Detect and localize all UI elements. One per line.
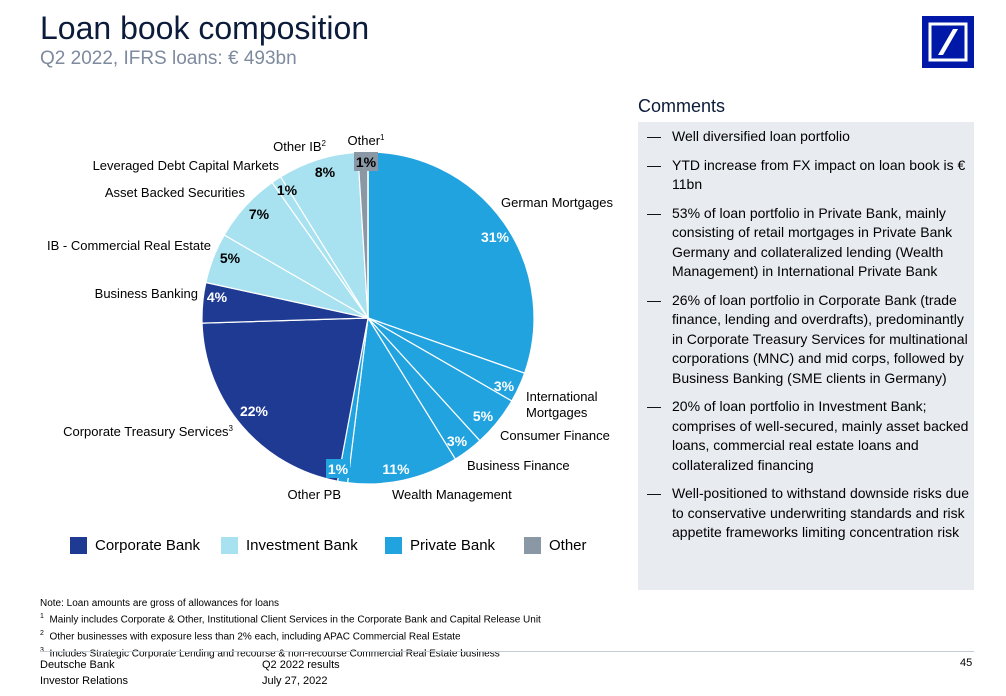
comment-item: —20% of loan portfolio in Investment Ban… bbox=[638, 397, 974, 475]
value-label-bg bbox=[326, 459, 350, 478]
pie-value-label: 3% bbox=[447, 433, 468, 449]
comment-item: — Well-positioned to withstand downside r… bbox=[638, 484, 974, 543]
legend-label: Corporate Bank bbox=[95, 537, 201, 554]
pie-category-label: Leveraged Debt Capital Markets bbox=[93, 158, 280, 173]
pie-value-label: 5% bbox=[473, 408, 494, 424]
pie-slice-german-mortgages bbox=[367, 151, 535, 374]
pie-category-label: Consumer Finance bbox=[500, 428, 610, 443]
footer-doc: Q2 2022 results July 27, 2022 bbox=[262, 659, 340, 687]
pie-slice-corporate-treasury-services bbox=[201, 317, 369, 482]
legend-swatch-investment bbox=[221, 537, 238, 554]
footnote-1: 1 Mainly includes Corporate & Other, Ins… bbox=[40, 613, 541, 626]
pie-value-label: 3% bbox=[494, 378, 515, 394]
footer-divider bbox=[40, 651, 974, 652]
pie-category-label: Other PB bbox=[288, 487, 341, 502]
page-subtitle: Q2 2022, IFRS loans: € 493bn bbox=[40, 48, 297, 69]
pie-category-label: Mortgages bbox=[526, 405, 588, 420]
pie-slices bbox=[201, 151, 535, 485]
legend-swatch-other bbox=[524, 537, 541, 554]
footer-org: Deutsche Bank Investor Relations bbox=[40, 659, 129, 687]
page-number: 45 bbox=[960, 657, 973, 669]
legend-corporate-bank: Corporate Bank bbox=[70, 537, 200, 554]
dash-icon: — bbox=[647, 398, 661, 414]
pie-value-label: 1% bbox=[356, 154, 377, 170]
page-title: Loan book composition bbox=[40, 10, 370, 46]
pie-category-label: German Mortgages bbox=[501, 195, 613, 210]
comment-item: — YTD increase from FX impact on loan boo… bbox=[638, 156, 974, 195]
comment-item: — Well diversified loan portfolio bbox=[638, 127, 974, 147]
dash-icon: — bbox=[647, 156, 661, 173]
legend-private-bank: Private Bank bbox=[385, 537, 495, 554]
pie-value-label: 8% bbox=[315, 164, 336, 180]
pie-value-label: 31% bbox=[481, 229, 510, 245]
dash-icon: — bbox=[647, 485, 661, 501]
comment-item: —26% of loan portfolio in Corporate Bank… bbox=[638, 291, 974, 389]
legend-other: Other bbox=[524, 537, 587, 554]
pie-category-label: Wealth Management bbox=[392, 487, 512, 502]
legend-investment-bank: Investment Bank bbox=[221, 537, 358, 554]
dash-icon: — bbox=[647, 291, 661, 308]
dash-icon: — bbox=[647, 204, 661, 221]
pie-value-label: 22% bbox=[240, 403, 269, 419]
pie-chart: 31%3%5%3%11%1%22%4%5%7%1%8%1% German Mor… bbox=[47, 133, 613, 502]
comments-panel: — Well diversified loan portfolio — YTD in… bbox=[638, 122, 974, 590]
pie-value-label: 4% bbox=[207, 289, 228, 305]
pie-category-label: Business Finance bbox=[467, 458, 570, 473]
deutsche-bank-logo-icon bbox=[922, 16, 974, 68]
pie-category-label: Other IB2 bbox=[273, 139, 326, 154]
pie-value-label: 5% bbox=[220, 250, 241, 266]
pie-slice-wealth-management bbox=[346, 316, 457, 485]
pie-value-label: 1% bbox=[328, 461, 349, 477]
pie-category-label: Business Banking bbox=[95, 286, 198, 301]
pie-category-label: International bbox=[526, 389, 598, 404]
legend-swatch-corporate bbox=[70, 537, 87, 554]
legend-label: Other bbox=[549, 537, 587, 554]
note-main: Note: Loan amounts are gross of allowanc… bbox=[40, 598, 280, 609]
value-label-bg bbox=[354, 152, 378, 171]
dash-icon: — bbox=[647, 128, 661, 144]
legend-label: Private Bank bbox=[410, 537, 496, 554]
pie-category-label: Other1 bbox=[348, 133, 386, 148]
pie-category-label: Corporate Treasury Services3 bbox=[63, 424, 233, 439]
footnote-3: 3 Includes Strategic Corporate Lending a… bbox=[40, 647, 500, 659]
pie-value-label: 11% bbox=[382, 461, 410, 477]
legend-label: Investment Bank bbox=[246, 537, 358, 554]
pie-category-label: Asset Backed Securities bbox=[105, 185, 246, 200]
pie-category-label: IB - Commercial Real Estate bbox=[47, 238, 211, 253]
comments-title: Comments bbox=[638, 96, 726, 116]
comment-item: —53% of loan portfolio in Private Bank, … bbox=[638, 204, 974, 282]
footnote-2: 2 Other businesses with exposure less th… bbox=[40, 629, 461, 643]
legend-swatch-private bbox=[385, 537, 402, 554]
footnotes: Note: Loan amounts are gross of allowanc… bbox=[40, 597, 541, 660]
pie-value-label: 7% bbox=[249, 206, 270, 222]
pie-value-label: 1% bbox=[277, 182, 298, 198]
pie-value-labels: 31%3%5%3%11%1%22%4%5%7%1%8%1% bbox=[207, 152, 515, 478]
